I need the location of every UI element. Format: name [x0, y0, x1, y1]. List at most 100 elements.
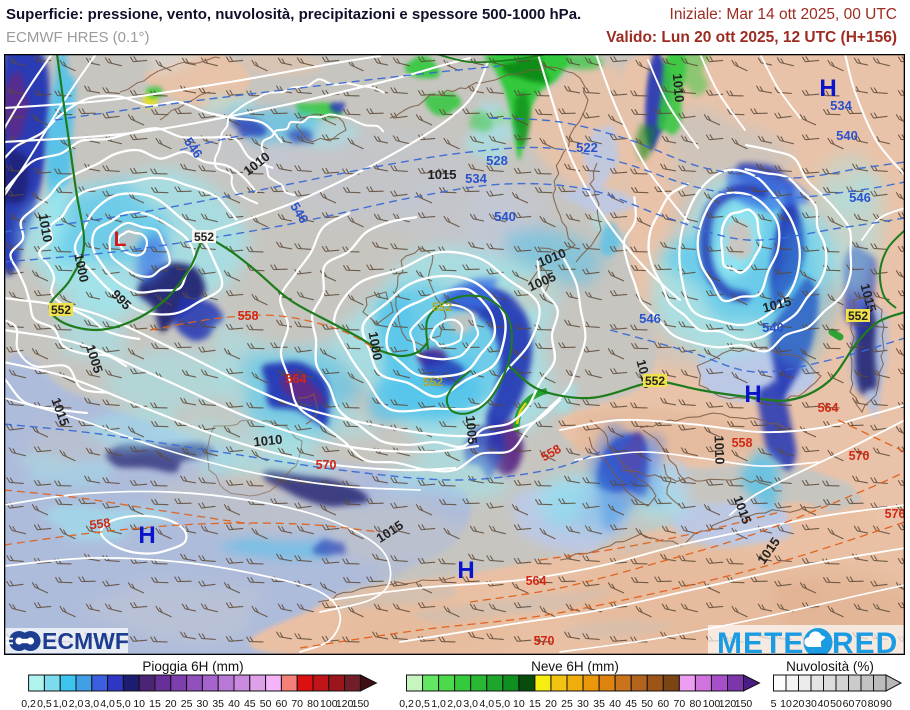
svg-text:1010: 1010	[253, 432, 283, 450]
svg-text:40: 40	[818, 698, 830, 710]
svg-text:45: 45	[625, 698, 637, 710]
svg-text:3,0: 3,0	[84, 698, 99, 710]
svg-text:35: 35	[212, 698, 224, 710]
svg-text:2,0: 2,0	[69, 698, 84, 710]
svg-text:METE: METE	[717, 627, 804, 655]
svg-text:522: 522	[576, 140, 598, 155]
svg-text:552: 552	[645, 374, 665, 388]
svg-text:L: L	[114, 228, 127, 251]
svg-text:90: 90	[880, 698, 892, 710]
svg-text:60: 60	[657, 698, 669, 710]
svg-text:ECMWF: ECMWF	[42, 628, 129, 654]
svg-text:60: 60	[276, 698, 288, 710]
svg-text:1000: 1000	[71, 252, 92, 283]
svg-text:25: 25	[181, 698, 193, 710]
svg-text:20: 20	[793, 698, 805, 710]
svg-text:150: 150	[735, 698, 753, 710]
svg-text:80: 80	[307, 698, 319, 710]
svg-text:528: 528	[486, 153, 508, 168]
svg-text:10: 10	[780, 698, 792, 710]
svg-text:30: 30	[197, 698, 209, 710]
svg-text:0,5: 0,5	[37, 698, 52, 710]
svg-text:0,2: 0,2	[21, 698, 36, 710]
svg-text:50: 50	[260, 698, 272, 710]
svg-text:570: 570	[849, 449, 870, 463]
svg-text:0,5: 0,5	[415, 698, 430, 710]
svg-text:100: 100	[320, 698, 338, 710]
svg-text:10: 10	[133, 698, 145, 710]
svg-text:540: 540	[836, 128, 858, 143]
svg-text:552: 552	[432, 300, 452, 314]
svg-text:H: H	[457, 557, 474, 584]
svg-text:4,0: 4,0	[479, 698, 494, 710]
svg-text:RED: RED	[832, 627, 898, 655]
svg-text:80: 80	[690, 698, 702, 710]
svg-text:20: 20	[545, 698, 557, 710]
svg-text:570: 570	[316, 458, 337, 472]
svg-text:1000: 1000	[366, 330, 386, 361]
svg-text:552: 552	[51, 303, 71, 317]
svg-text:100: 100	[703, 698, 721, 710]
svg-text:2,0: 2,0	[447, 698, 462, 710]
svg-text:80: 80	[868, 698, 880, 710]
svg-text:558: 558	[238, 309, 259, 323]
svg-text:40: 40	[609, 698, 621, 710]
svg-text:534: 534	[465, 171, 487, 186]
svg-text:5,0: 5,0	[495, 698, 510, 710]
svg-text:576: 576	[885, 507, 905, 521]
svg-text:15: 15	[529, 698, 541, 710]
svg-text:546: 546	[849, 190, 871, 205]
svg-text:564: 564	[818, 401, 839, 415]
svg-text:25: 25	[561, 698, 573, 710]
svg-text:70: 70	[855, 698, 867, 710]
svg-text:4,0: 4,0	[100, 698, 115, 710]
svg-text:1005: 1005	[463, 415, 480, 445]
svg-text:534: 534	[830, 98, 852, 113]
svg-text:15: 15	[149, 698, 161, 710]
svg-text:540: 540	[494, 209, 516, 224]
svg-text:1015: 1015	[428, 167, 457, 182]
svg-text:570: 570	[534, 634, 555, 648]
svg-text:564: 564	[526, 574, 547, 588]
svg-text:70: 70	[291, 698, 303, 710]
svg-text:10: 10	[513, 698, 525, 710]
svg-text:540: 540	[762, 320, 784, 335]
svg-text:H: H	[744, 381, 761, 408]
svg-text:1010: 1010	[711, 435, 727, 464]
svg-text:120: 120	[336, 698, 354, 710]
svg-text:558: 558	[89, 516, 112, 533]
svg-text:1010: 1010	[670, 73, 687, 103]
svg-text:552: 552	[423, 375, 443, 389]
svg-text:150: 150	[352, 698, 370, 710]
svg-text:0,2: 0,2	[399, 698, 414, 710]
svg-text:20: 20	[165, 698, 177, 710]
svg-text:70: 70	[674, 698, 686, 710]
svg-text:60: 60	[843, 698, 855, 710]
svg-text:1,0: 1,0	[53, 698, 68, 710]
svg-text:120: 120	[719, 698, 737, 710]
svg-text:552: 552	[848, 309, 868, 323]
svg-text:H: H	[138, 522, 155, 549]
svg-text:45: 45	[244, 698, 256, 710]
svg-text:546: 546	[639, 311, 661, 326]
svg-text:5,0: 5,0	[116, 698, 131, 710]
svg-text:Pioggia 6H (mm): Pioggia 6H (mm)	[142, 659, 243, 674]
svg-text:40: 40	[228, 698, 240, 710]
svg-text:564: 564	[286, 372, 307, 386]
svg-text:1015: 1015	[857, 282, 879, 314]
svg-text:Neve 6H (mm): Neve 6H (mm)	[531, 659, 619, 674]
svg-text:35: 35	[593, 698, 605, 710]
svg-text:H: H	[819, 75, 836, 102]
svg-text:3,0: 3,0	[463, 698, 478, 710]
svg-text:5: 5	[771, 698, 777, 710]
svg-text:1010: 1010	[36, 212, 56, 243]
svg-text:558: 558	[732, 436, 753, 450]
svg-text:30: 30	[577, 698, 589, 710]
svg-text:50: 50	[830, 698, 842, 710]
svg-text:30: 30	[805, 698, 817, 710]
svg-text:1015: 1015	[761, 294, 793, 316]
svg-text:1,0: 1,0	[431, 698, 446, 710]
svg-text:50: 50	[641, 698, 653, 710]
svg-text:552: 552	[194, 230, 214, 244]
svg-text:Nuvolosità (%): Nuvolosità (%)	[786, 659, 874, 674]
